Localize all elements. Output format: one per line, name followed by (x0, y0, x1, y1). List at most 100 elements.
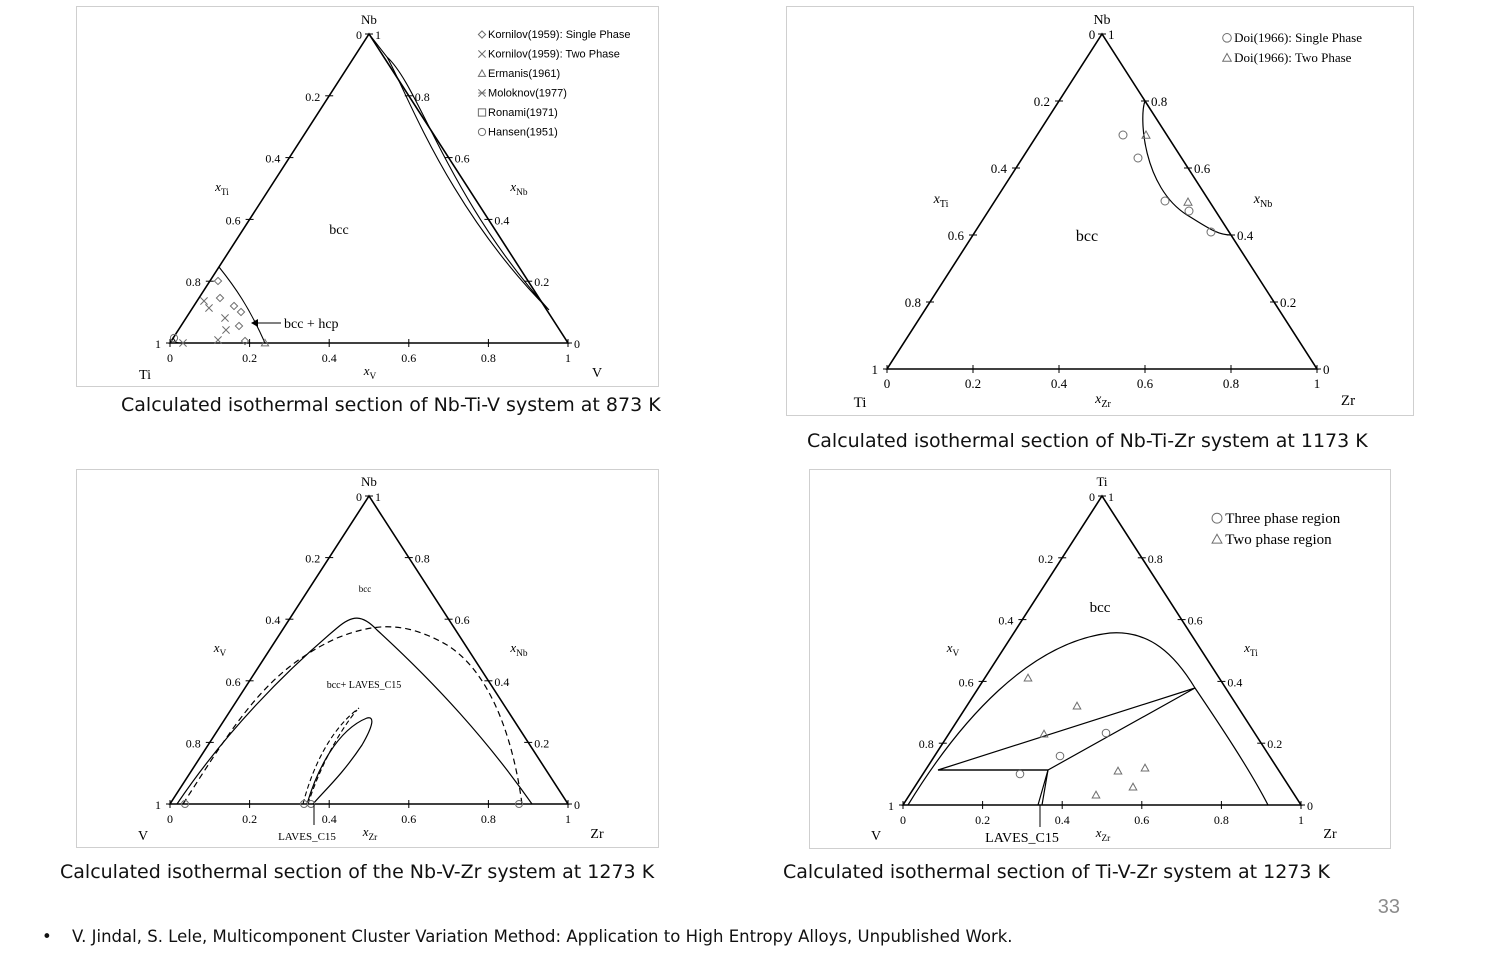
tick-label-bottom: 0.4 (322, 351, 337, 365)
triangle-frame (168, 494, 570, 805)
page-number: 33 (1377, 896, 1400, 918)
tick-label-left: 0.6 (948, 228, 965, 243)
data-point-x (179, 339, 187, 347)
region-label-bcc-laves: bcc+ LAVES_C15 (327, 680, 402, 691)
legend-marker-square (477, 108, 487, 117)
tick-label-left: 0.2 (1038, 552, 1053, 566)
caption-nb-v-zr: Calculated isothermal section of the Nb-… (60, 861, 655, 883)
data-point-triangle (260, 338, 270, 347)
phase-boundary-solid (176, 617, 533, 805)
data-point-x (221, 314, 229, 322)
tick-label-bottom: 1 (1314, 376, 1321, 391)
data-point-triangle (1091, 790, 1101, 799)
tick-label-right: 0 (1323, 362, 1330, 377)
tick-label-right: 1 (1108, 490, 1114, 504)
axis-label-right: xNb (509, 640, 528, 659)
legend-marker-triangle (1211, 533, 1223, 544)
phase-boundary-hcp (218, 266, 266, 344)
tick-label-right: 0.8 (1151, 94, 1167, 109)
tie-line (938, 769, 1049, 806)
tick-label-bottom: 0.6 (1137, 376, 1154, 391)
apex-label-left: V (138, 829, 148, 844)
data-point-circle (1055, 751, 1065, 761)
tick-label-bottom: 0.8 (1214, 813, 1229, 827)
data-point-triangle (1023, 673, 1033, 682)
region-label-laves: LAVES_C15 (985, 831, 1059, 846)
figure-nb-ti-v: 0 0 1 0.2 0.2 0.8 0.4 0.4 0.6 0.6 0.6 0.4 0.8 0.8 0.2 1… (76, 6, 659, 387)
footnote-reference: • V. Jindal, S. Lele, Multicomponent Clus… (42, 927, 1013, 946)
data-point-diamond (236, 307, 246, 317)
legend-marker-circle (1211, 512, 1223, 524)
ternary-diagram-ti-v-zr: 00 10.20.2 0.80.40.4 0.60.60.6 0.40.80.8 0.21… (871, 474, 1341, 846)
tick-label-left: 1 (155, 798, 161, 812)
data-point-diamond (234, 321, 244, 331)
legend-marker-circle (477, 127, 487, 137)
legend-entry: Two phase region (1225, 532, 1332, 548)
legend-entry: Kornilov(1959): Single Phase (488, 29, 630, 41)
data-point-triangle (1128, 782, 1138, 791)
tick-label-right: 0.4 (494, 213, 509, 227)
data-point-circle (1160, 196, 1170, 206)
tick-label-bottom: 0.2 (975, 813, 990, 827)
legend-entry: Ronami(1971) (488, 107, 558, 119)
tick-label-right: 0.6 (455, 613, 470, 627)
ternary-diagram-nb-ti-zr: 00 10.20.2 0.80.40.4 0.60.60.6 0.40.80.8 0.21… (854, 13, 1363, 411)
phase-boundary-bcc (368, 33, 550, 311)
tick-label-left: 0 (356, 28, 362, 42)
axis-label-left: xTi (214, 179, 229, 198)
tick-label-right: 0.6 (455, 152, 470, 166)
caption-nb-ti-v: Calculated isothermal section of Nb-Ti-V… (121, 394, 661, 416)
legend-marker-circle (1222, 33, 1232, 43)
apex-label-top: Nb (1093, 13, 1110, 28)
tick-label-bottom: 0.4 (1051, 376, 1068, 391)
data-point-x (200, 297, 208, 305)
apex-label-top: Ti (1096, 474, 1107, 489)
phase-boundary-hcp-small (172, 336, 182, 344)
tick-label-left: 0.6 (226, 675, 241, 689)
data-point-x (222, 326, 230, 334)
tick-label-left: 0.8 (919, 737, 934, 751)
tick-label-left: 0 (356, 490, 362, 504)
axis-label-left: xV (213, 640, 227, 659)
legend-entry: Three phase region (1225, 511, 1340, 527)
tick-label-right: 0.6 (1188, 614, 1203, 628)
tick-label-bottom: 0.4 (1055, 813, 1070, 827)
ternary-diagram-nb-ti-v: 00 10.20.2 0.80.40.4 0.60.60.6 0.40.80.8 0.21… (139, 12, 631, 383)
figure-nb-v-zr: 0 0 1 0.2 0.2 0.8 0.4 0.4 0.6 0.6 0.6 0.4 0.8 0.8 0.2 1… (76, 469, 659, 848)
tick-label-bottom: 0.2 (242, 812, 257, 826)
caption-ti-v-zr: Calculated isothermal section of Ti-V-Zr… (783, 861, 1330, 883)
laves-region-dashed (302, 707, 360, 805)
tick-label-left: 0.8 (905, 295, 921, 310)
data-point-triangle (1072, 701, 1082, 710)
tick-label-right: 1 (375, 28, 381, 42)
triangle-frame (885, 32, 1319, 370)
axis-label-right: xNb (509, 179, 528, 198)
tick-label-right: 0.4 (1237, 228, 1254, 243)
legend-entry: Doi(1966): Single Phase (1234, 30, 1362, 45)
caption-nb-ti-zr: Calculated isothermal section of Nb-Ti-Z… (807, 430, 1368, 452)
figure-nb-ti-zr: 0 0 1 0.2 0.2 0.8 0.4 0.4 0.6 0.6 0.6 0.4 0.8 0.8 0.2 1… (786, 6, 1414, 416)
legend-entry: Doi(1966): Two Phase (1234, 50, 1352, 65)
tick-label-left: 0.6 (959, 675, 974, 689)
tick-label-left: 0.8 (186, 736, 201, 750)
tick-label-left: 1 (872, 362, 879, 377)
tick-label-left: 0.4 (998, 614, 1013, 628)
tick-label-right: 0.8 (415, 90, 430, 104)
apex-label-left: Ti (139, 368, 151, 383)
legend-entry: Hansen(1951) (488, 127, 558, 139)
triangle-frame (168, 32, 570, 344)
tick-label-right: 0.2 (1280, 295, 1296, 310)
tick-label-right: 0 (1307, 799, 1313, 813)
data-point-circle (515, 800, 523, 808)
tick-label-right: 0.4 (494, 675, 509, 689)
tick-label-bottom: 0 (167, 351, 173, 365)
tick-label-right: 0.4 (1227, 675, 1242, 689)
tick-label-right: 1 (375, 490, 381, 504)
data-point-triangle (1039, 729, 1049, 738)
arrow-head-icon (251, 319, 258, 327)
axis-label-bottom: xZr (362, 824, 378, 843)
data-point-circle (1206, 227, 1216, 237)
apex-label-left: Ti (854, 395, 867, 411)
data-point-diamond (213, 276, 223, 286)
tick-label-bottom: 0.8 (481, 351, 496, 365)
